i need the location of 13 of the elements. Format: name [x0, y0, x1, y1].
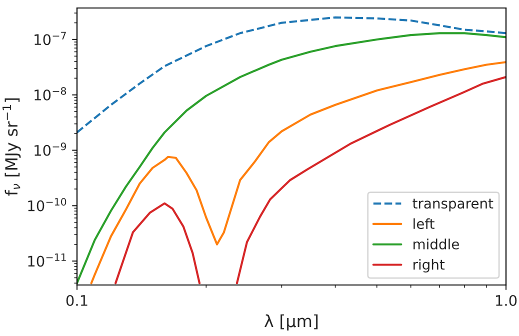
- y-tick-label: 10$^{−7}$: [34, 32, 66, 46]
- y-axis-title: f$_{ν}$ [MJy sr$^{−1}$]: [2, 98, 21, 196]
- y-tick-label: 10$^{−11}$: [28, 253, 66, 267]
- x-tick-label: 1.0: [496, 294, 517, 306]
- legend-label: left: [414, 218, 434, 230]
- legend-label: middle: [414, 238, 459, 250]
- y-tick-label: 10$^{−10}$: [28, 198, 66, 212]
- x-tick-label: 0.1: [66, 294, 88, 306]
- legend-label: transparent: [412, 198, 494, 212]
- x-axis-title: λ [μm]: [264, 314, 318, 331]
- legend-label: right: [414, 259, 445, 272]
- y-tick-label: 10$^{−8}$: [34, 87, 66, 101]
- y-tick-label: 10$^{−9}$: [34, 142, 66, 156]
